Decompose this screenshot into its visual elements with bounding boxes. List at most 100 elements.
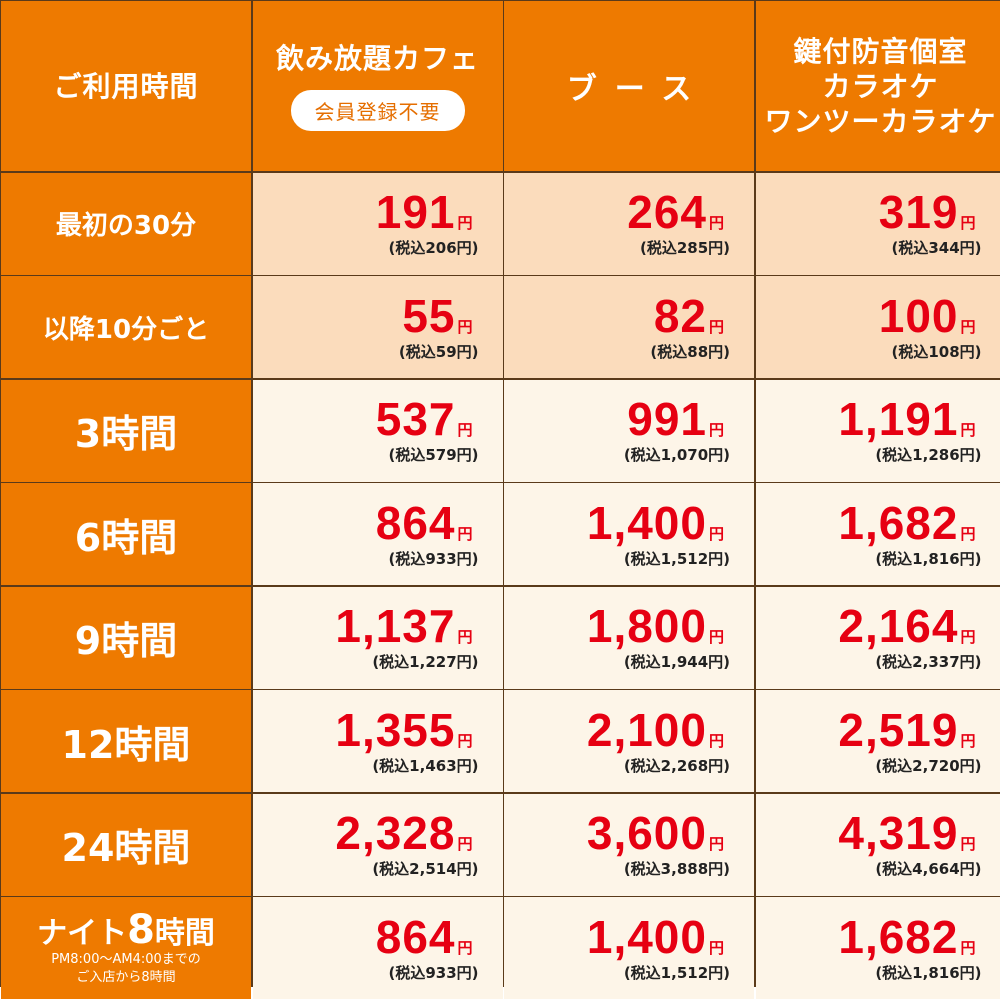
night-label: ナイト8時間: [37, 910, 215, 950]
cafe-title: 飲み放題カフェ: [276, 41, 479, 76]
price-amount: 82: [654, 293, 707, 339]
tax-included-price: (税込579円): [388, 444, 478, 465]
tax-included-price: (税込1,512円): [624, 962, 730, 983]
price-amount: 1,137: [335, 603, 455, 649]
tax-included-price: (税込59円): [399, 341, 479, 362]
tax-included-price: (税込933円): [388, 962, 478, 983]
yen-unit: 円: [709, 527, 724, 542]
price-amount: 2,328: [335, 810, 455, 856]
yen-unit: 円: [709, 734, 724, 749]
row-label-every-10min: 以降10分ごと: [1, 276, 251, 378]
row-label-12h: 12時間: [1, 690, 251, 792]
yen-unit: 円: [457, 320, 472, 335]
yen-unit: 円: [457, 941, 472, 956]
price-amount: 2,519: [838, 707, 958, 753]
yen-unit: 円: [960, 837, 975, 852]
price-amount: 3,600: [587, 810, 707, 856]
yen-unit: 円: [457, 837, 472, 852]
tax-included-price: (税込2,514円): [372, 858, 478, 879]
tax-included-price: (税込3,888円): [624, 858, 730, 879]
night-duration-note: ご入店から8時間: [76, 970, 175, 986]
tax-included-price: (税込1,816円): [875, 962, 981, 983]
tax-included-price: (税込4,664円): [875, 858, 981, 879]
yen-unit: 円: [709, 216, 724, 231]
tax-included-price: (税込933円): [388, 548, 478, 569]
tax-included-price: (税込1,227円): [372, 651, 478, 672]
price-amount: 1,800: [587, 603, 707, 649]
karaoke-title-line3: ワンツーカラオケ: [764, 104, 996, 139]
night-hours-note: PM8:00～AM4:00までの: [51, 952, 201, 968]
price-amount: 1,682: [838, 914, 958, 960]
price-amount: 319: [879, 189, 959, 235]
row-label-9h: 9時間: [1, 587, 251, 689]
row-label-text: 6時間: [75, 507, 177, 562]
yen-unit: 円: [709, 941, 724, 956]
price-amount: 2,164: [838, 603, 958, 649]
header-booth: ブース: [504, 1, 754, 171]
tax-included-price: (税込88円): [650, 341, 730, 362]
price-amount: 100: [879, 293, 959, 339]
row-label-3h: 3時間: [1, 380, 251, 482]
tax-included-price: (税込206円): [388, 237, 478, 258]
yen-unit: 円: [960, 630, 975, 645]
row-label-text: 9時間: [75, 610, 177, 665]
yen-unit: 円: [960, 734, 975, 749]
tax-included-price: (税込285円): [640, 237, 730, 258]
price-amount: 1,191: [838, 396, 958, 442]
price-amount: 1,355: [335, 707, 455, 753]
yen-unit: 円: [457, 630, 472, 645]
tax-included-price: (税込2,720円): [875, 755, 981, 776]
time-label-text: ご利用時間: [53, 69, 198, 104]
price-amount: 991: [627, 396, 707, 442]
yen-unit: 円: [457, 423, 472, 438]
tax-included-price: (税込108円): [891, 341, 981, 362]
price-amount: 864: [376, 914, 456, 960]
tax-included-price: (税込1,944円): [624, 651, 730, 672]
row-label-text: 最初の30分: [56, 205, 196, 242]
price-amount: 864: [376, 500, 456, 546]
yen-unit: 円: [960, 216, 975, 231]
yen-unit: 円: [960, 320, 975, 335]
price-amount: 537: [376, 396, 456, 442]
row-label-text: 12時間: [62, 714, 191, 769]
karaoke-title-line2: カラオケ: [822, 69, 938, 104]
header-cafe: 飲み放題カフェ 会員登録不要: [253, 1, 503, 171]
header-karaoke: 鍵付防音個室 カラオケ ワンツーカラオケ: [756, 1, 1000, 171]
price-amount: 2,100: [587, 707, 707, 753]
tax-included-price: (税込1,286円): [875, 444, 981, 465]
yen-unit: 円: [457, 216, 472, 231]
tax-included-price: (税込1,512円): [624, 548, 730, 569]
yen-unit: 円: [960, 527, 975, 542]
price-amount: 4,319: [838, 810, 958, 856]
price-amount: 55: [402, 293, 455, 339]
price-amount: 1,682: [838, 500, 958, 546]
yen-unit: 円: [709, 630, 724, 645]
night-label-number: 8: [127, 907, 155, 953]
tax-included-price: (税込1,816円): [875, 548, 981, 569]
yen-unit: 円: [457, 734, 472, 749]
yen-unit: 円: [457, 527, 472, 542]
yen-unit: 円: [709, 423, 724, 438]
yen-unit: 円: [960, 423, 975, 438]
booth-title: ブース: [549, 64, 710, 108]
night-label-prefix: ナイト: [37, 916, 127, 951]
